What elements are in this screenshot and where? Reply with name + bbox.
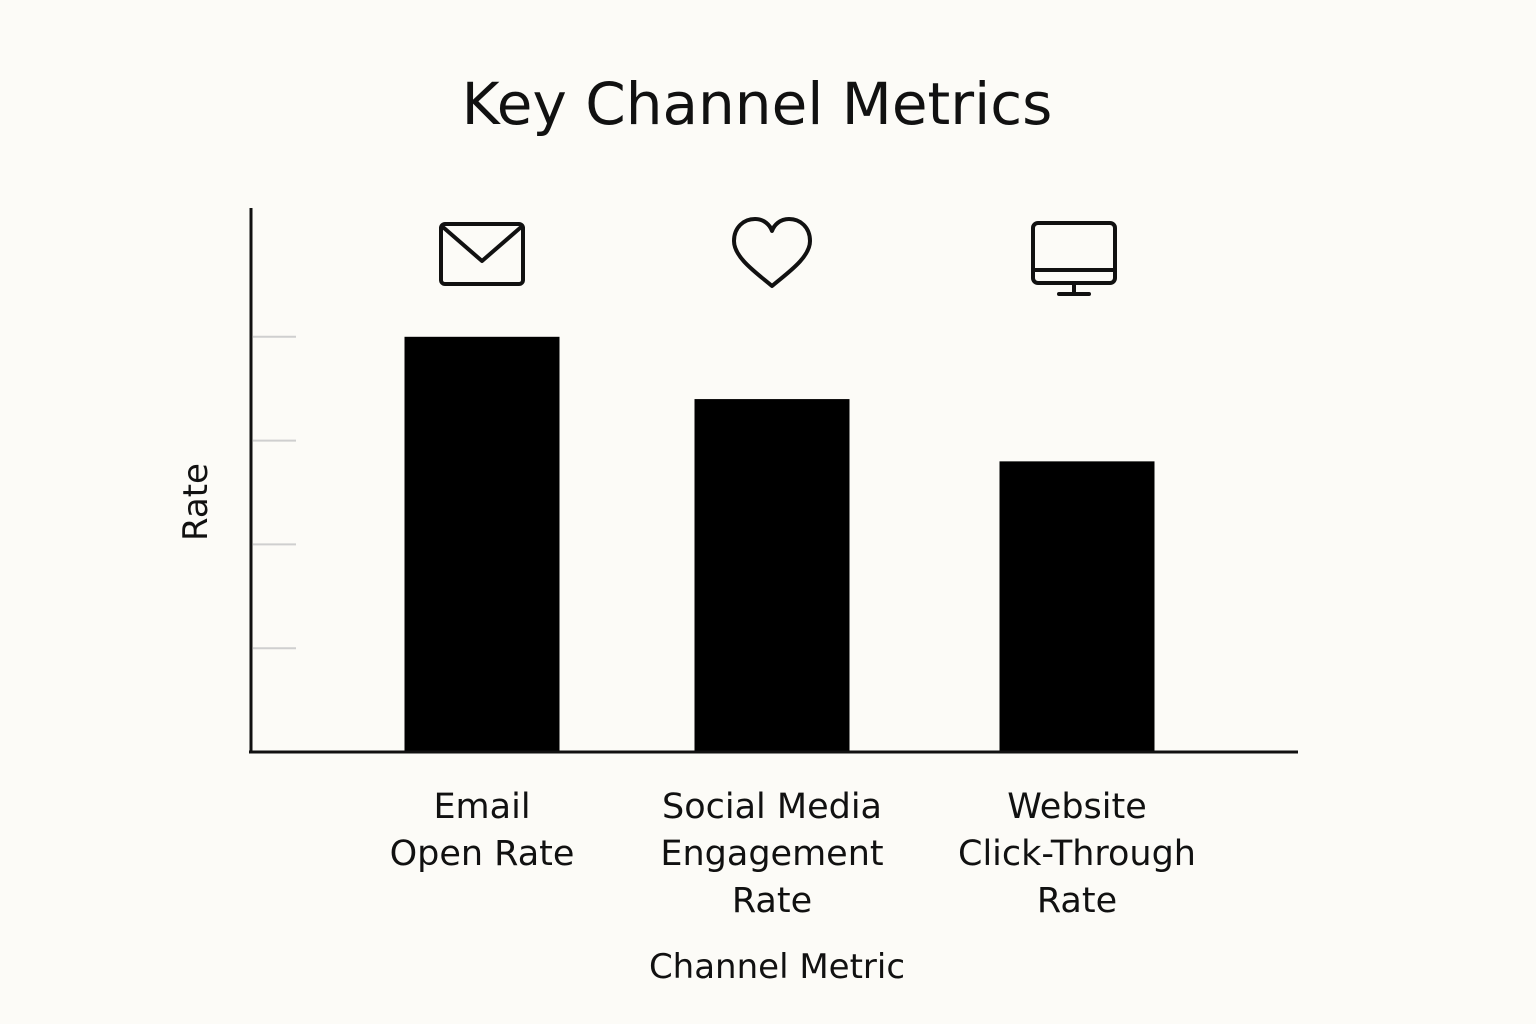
envelope-icon xyxy=(439,222,525,286)
heart-icon xyxy=(732,217,812,288)
x-tick-label-2-line-2: Engagement xyxy=(660,834,883,874)
bar-3 xyxy=(999,461,1155,752)
x-tick-label-3-line-3: Rate xyxy=(1037,881,1117,921)
x-tick-label-2-line-3: Rate xyxy=(732,881,812,921)
y-axis-label: Rate xyxy=(176,463,216,541)
category-icons xyxy=(439,217,1117,296)
chart-title: Key Channel Metrics xyxy=(462,70,1053,138)
x-tick-label-2-line-1: Social Media xyxy=(662,787,882,827)
x-tick-label-1-line-1: Email xyxy=(433,787,530,827)
x-axis-label: Channel Metric xyxy=(649,947,905,987)
bars xyxy=(404,336,1155,752)
x-tick-label-3-line-1: Website xyxy=(1007,787,1147,827)
y-axis-ticks xyxy=(253,335,296,650)
x-tick-label-3-line-2: Click-Through xyxy=(958,834,1196,874)
x-tick-label-1-line-2: Open Rate xyxy=(390,834,575,874)
x-tick-labels: Email Open Rate Social Media Engagement Rate… xyxy=(390,787,1196,921)
monitor-icon xyxy=(1031,221,1117,296)
bar-1 xyxy=(404,336,560,752)
bar-2 xyxy=(694,399,850,752)
